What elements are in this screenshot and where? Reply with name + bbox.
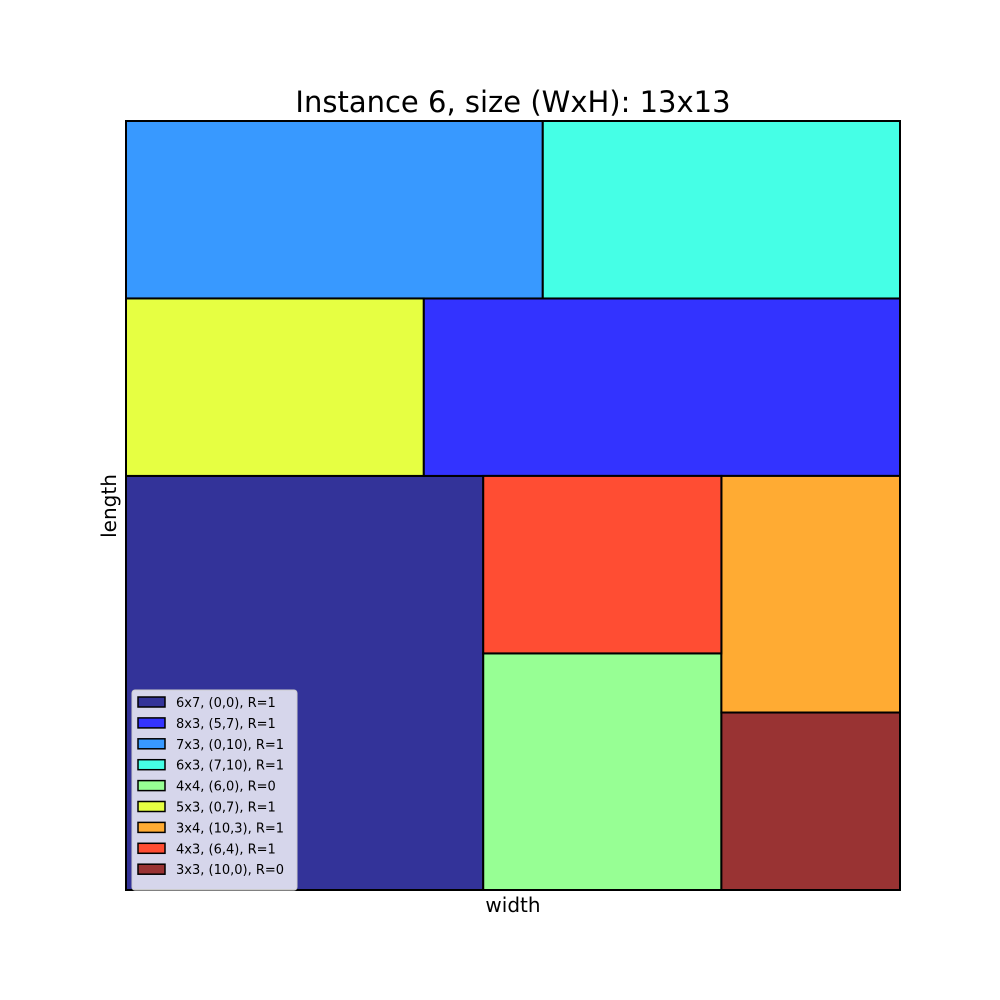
legend-entry-2: 7x3, (0,10), R=1: [176, 738, 284, 753]
packed-rectangle-8: [720, 711, 902, 891]
legend-entry-1: 8x3, (5,7), R=1: [176, 717, 276, 732]
legend-entry-7: 4x3, (6,4), R=1: [176, 842, 276, 857]
legend-swatch-8: [137, 863, 166, 875]
legend: 6x7, (0,0), R=1 8x3, (5,7), R=1 7x3, (0,10…: [131, 689, 298, 891]
plot-frame: [125, 120, 901, 891]
legend-entry-5: 5x3, (0,7), R=1: [176, 801, 276, 816]
legend-entry-6: 3x4, (10,3), R=1: [176, 821, 284, 836]
packed-rectangle-3: [541, 120, 901, 300]
packed-rectangle-7: [482, 474, 723, 655]
legend-swatch-3: [137, 758, 166, 771]
packed-rectangle-4: [482, 652, 723, 892]
rectangles-layer: [125, 120, 902, 892]
legend-swatch-5: [137, 800, 166, 813]
packed-rectangle-5: [125, 297, 425, 477]
legend-entry-8: 3x3, (10,0), R=0: [176, 863, 284, 878]
chart-title: Instance 6, size (WxH): 13x13: [295, 85, 730, 119]
y-axis-label: length: [97, 474, 121, 538]
legend-swatch-1: [137, 717, 166, 729]
legend-entry-0: 6x7, (0,0), R=1: [176, 696, 276, 711]
legend-swatch-0: [137, 696, 166, 708]
packed-rectangle-1: [422, 297, 901, 477]
legend-background: [131, 689, 298, 891]
legend-entry-3: 6x3, (7,10), R=1: [176, 759, 284, 774]
legend-swatch-4: [137, 779, 166, 792]
x-axis-label: width: [485, 893, 540, 917]
packed-rectangle-6: [720, 474, 902, 714]
legend-swatch-2: [137, 738, 166, 750]
legend-swatch-6: [137, 821, 166, 834]
legend-swatch-7: [137, 842, 166, 855]
packed-rectangle-2: [125, 120, 544, 300]
legend-entry-4: 4x4, (6,0), R=0: [176, 780, 276, 795]
